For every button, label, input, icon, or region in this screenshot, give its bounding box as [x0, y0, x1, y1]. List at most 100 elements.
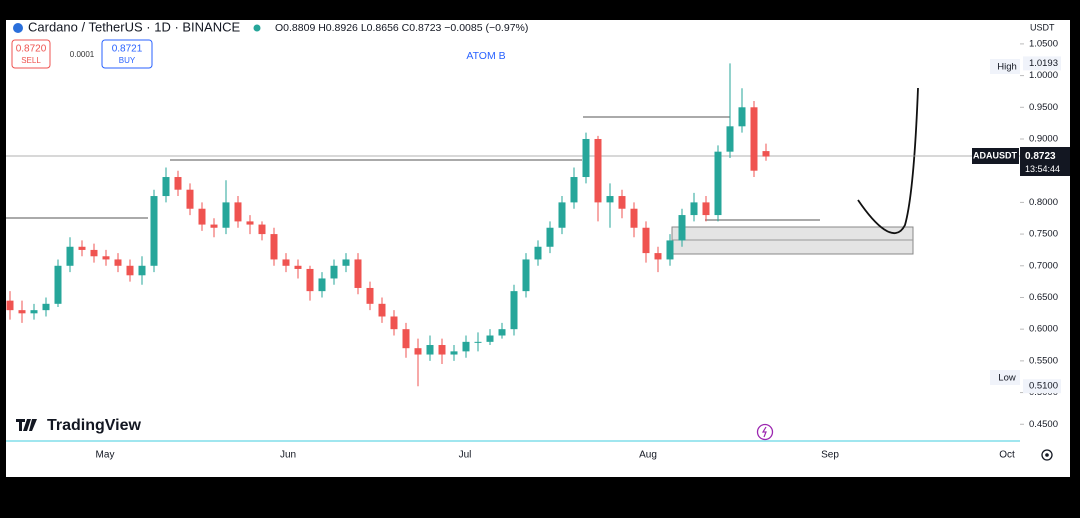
y-tick-label: 0.9000: [1029, 134, 1058, 145]
y-tick-label: 1.0500: [1029, 38, 1058, 49]
candle-body: [150, 196, 158, 266]
market-status-dot: [253, 24, 261, 32]
candle-body: [450, 351, 458, 355]
candle-body: [426, 345, 434, 355]
brand-logo: [16, 419, 37, 431]
high-value: 1.0193: [1029, 58, 1058, 69]
candle-body: [66, 246, 74, 266]
candle-body: [486, 335, 494, 342]
candle-body: [42, 303, 50, 311]
candle-body: [618, 196, 626, 209]
candle-body: [114, 259, 122, 266]
candle-body: [402, 329, 410, 349]
settings-dot: [1045, 453, 1049, 457]
candle-body: [570, 177, 578, 203]
candle-body: [126, 265, 134, 276]
candle-body: [738, 107, 746, 127]
coin-logo: [13, 23, 23, 33]
symbol-tag: ADAUSDT: [973, 150, 1018, 160]
high-tag-bg: [990, 59, 1020, 74]
candle-body: [294, 265, 302, 269]
candle-body: [78, 246, 86, 250]
high-value-bg: [1023, 56, 1061, 71]
low-tag-bg: [990, 370, 1020, 385]
candle-body: [582, 138, 590, 178]
sell-price: 0.8720: [16, 44, 47, 55]
candle-body: [390, 316, 398, 330]
candle-body: [234, 202, 242, 222]
candle-body: [30, 310, 38, 314]
drawings: [6, 87, 1020, 255]
low-value-bg: [1023, 379, 1061, 394]
buy-label: BUY: [119, 56, 136, 65]
candle-body: [306, 268, 314, 292]
candle-body: [462, 341, 470, 352]
candles: [6, 63, 770, 387]
symbol-title: Cardano / TetherUS · 1D · BINANCE: [28, 19, 240, 34]
candle-body: [666, 240, 674, 260]
x-tick-label: May: [96, 450, 115, 461]
candle-body: [678, 215, 686, 241]
candle-body: [702, 202, 710, 216]
candle-body: [714, 151, 722, 216]
candle-body: [474, 341, 482, 343]
y-tick-label: 0.6000: [1029, 324, 1058, 335]
buy-price: 0.8721: [112, 44, 143, 55]
candle-body: [270, 234, 278, 260]
symbol-tag-bg: [972, 148, 1019, 164]
last-price-tag-bg: [1020, 147, 1070, 176]
candle-body: [342, 259, 350, 266]
candle-body: [138, 265, 146, 276]
high-tag: High: [997, 62, 1017, 73]
watermark: ATOM B: [466, 50, 505, 62]
x-tick-label: Oct: [999, 450, 1015, 461]
candle-body: [318, 278, 326, 292]
candle-body: [354, 259, 362, 288]
candle-body: [606, 196, 614, 203]
sell-button[interactable]: [11, 39, 51, 69]
candle-body: [642, 227, 650, 254]
y-tick-label: 0.8000: [1029, 197, 1058, 208]
candle-body: [222, 202, 230, 228]
low-value: 0.5100: [1029, 381, 1058, 392]
y-tick-label: 0.4500: [1029, 419, 1058, 430]
candle-body: [750, 107, 758, 171]
candle-body: [558, 202, 566, 228]
candle-body: [246, 221, 254, 225]
candle-body: [378, 303, 386, 317]
candle-body: [210, 224, 218, 228]
candle-body: [510, 291, 518, 330]
brand: TradingView: [47, 417, 142, 434]
spread: 0.0001: [70, 50, 95, 59]
x-tick-label: Jun: [280, 450, 296, 461]
y-tick-label: 0.5500: [1029, 355, 1058, 366]
candle-body: [522, 259, 530, 292]
y-tick-label: 0.6500: [1029, 292, 1058, 303]
low-tag: Low: [998, 373, 1016, 384]
buy-button[interactable]: [101, 39, 153, 69]
candle-body: [54, 265, 62, 304]
candle-body: [726, 126, 734, 152]
x-axis: May Jun Jul Aug Sep Oct: [96, 450, 1015, 461]
candle-body: [366, 287, 374, 304]
y-tick-label: 0.7000: [1029, 260, 1058, 271]
candle-body: [630, 208, 638, 228]
settings-icon[interactable]: [1041, 449, 1053, 461]
ohlc-readout: O0.8809 H0.8926 L0.8656 C0.8723 −0.0085 …: [275, 22, 528, 34]
candle-body: [174, 177, 182, 190]
currency: USDT: [1030, 22, 1055, 32]
candle-body: [186, 189, 194, 209]
candle-body: [498, 329, 506, 336]
candle-body: [282, 259, 290, 266]
y-tick-label: 0.9500: [1029, 102, 1058, 113]
x-tick-label: Jul: [459, 450, 472, 461]
candle-body: [438, 345, 446, 355]
candle-body: [330, 265, 338, 279]
x-tick-label: Sep: [821, 450, 839, 461]
events-bolt: [761, 426, 767, 438]
candle-body: [534, 246, 542, 260]
y-tick-label: 0.7500: [1029, 229, 1058, 240]
candle-body: [690, 202, 698, 216]
last-price: 0.8723: [1025, 151, 1056, 162]
candle-body: [102, 256, 110, 260]
